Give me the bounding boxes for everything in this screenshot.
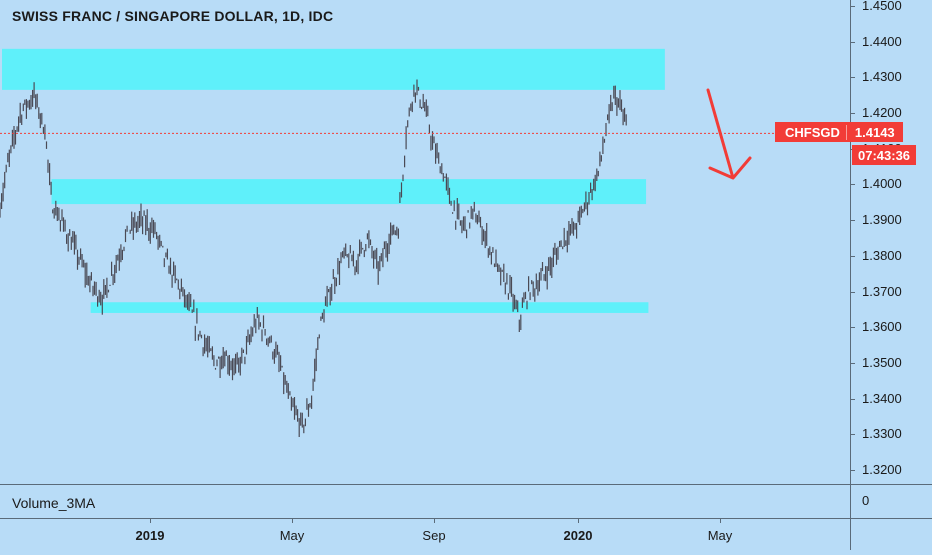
- zones-layer: [2, 48, 665, 313]
- time-tick-mark: [434, 518, 435, 523]
- price-tick-mark: [850, 77, 855, 79]
- bar-countdown: 07:43:36: [852, 145, 917, 165]
- pane-divider[interactable]: [0, 484, 932, 485]
- price-tick-mark: [850, 291, 855, 293]
- price-tick-mark: [850, 184, 855, 186]
- time-tick-mark: [578, 518, 579, 523]
- time-tick-label: 2019: [135, 528, 165, 543]
- price-axis-divider: [850, 0, 851, 550]
- price-tick-mark: [850, 398, 855, 400]
- price-tick-label: 1.3200: [862, 462, 902, 477]
- time-tick-label: Sep: [422, 528, 446, 543]
- price-tick-mark: [850, 255, 855, 257]
- time-tick-label: May: [707, 528, 733, 543]
- price-tick-mark: [850, 220, 855, 222]
- chart-title: SWISS FRANC / SINGAPORE DOLLAR, 1D, IDC: [12, 8, 334, 24]
- price-tick-mark: [850, 434, 855, 436]
- price-bars-layer: [0, 79, 627, 437]
- price-tick-label: 1.3600: [862, 319, 902, 335]
- price-tick-label: 1.3900: [862, 212, 902, 228]
- time-tick-label: May: [279, 528, 305, 543]
- volume-indicator-label[interactable]: Volume_3MA: [12, 495, 96, 511]
- price-tick-label: 1.4500: [862, 0, 902, 13]
- price-tick-mark: [850, 362, 855, 364]
- price-tick-label: 1.3300: [862, 426, 902, 442]
- price-tick-mark: [850, 41, 855, 43]
- last-price-value: 1.4143: [845, 124, 903, 140]
- price-tick-label: 1.3800: [862, 247, 902, 263]
- arrow-layer: [706, 88, 752, 180]
- volume-axis-value: 0: [862, 493, 870, 508]
- price-tick-mark: [850, 327, 855, 329]
- price-zone-2[interactable]: [51, 179, 647, 205]
- price-zone-3[interactable]: [90, 302, 649, 313]
- time-tick-mark: [720, 518, 721, 523]
- time-tick-mark: [292, 518, 293, 523]
- price-tick-label: 1.4000: [862, 176, 902, 192]
- price-zone-1[interactable]: [2, 48, 665, 90]
- price-tick-mark: [850, 470, 855, 471]
- time-tick-mark: [150, 518, 151, 523]
- price-tick-label: 1.3700: [862, 283, 902, 299]
- last-price-badge: CHFSGD 1.4143: [775, 122, 903, 142]
- price-tick-label: 1.4200: [862, 105, 902, 121]
- time-tick-label: 2020: [563, 528, 593, 543]
- price-tick-label: 1.3400: [862, 390, 902, 406]
- price-tick-mark: [850, 113, 855, 115]
- price-tick-label: 1.4300: [862, 69, 902, 85]
- down-arrow-icon: [706, 88, 752, 180]
- time-axis-divider: [0, 518, 932, 519]
- symbol-label: CHFSGD: [785, 124, 840, 140]
- price-tick-label: 1.4400: [862, 33, 902, 49]
- price-tick-mark: [850, 6, 855, 7]
- price-tick-label: 1.3500: [862, 354, 902, 370]
